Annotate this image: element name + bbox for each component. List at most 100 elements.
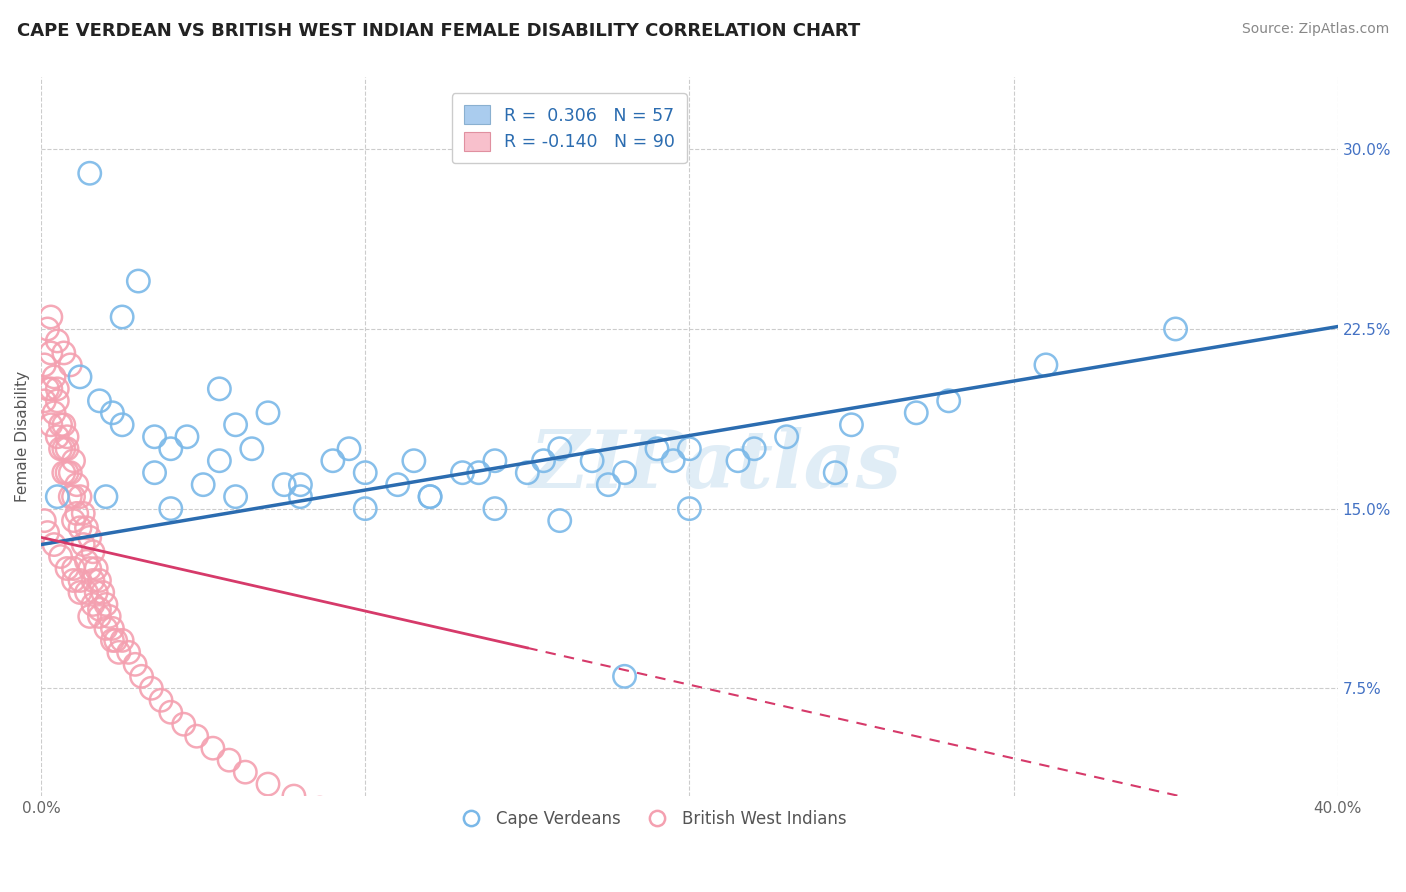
Point [598,477,620,491]
Point [555,847,578,861]
Point [37,382,59,396]
Point [62,574,84,588]
Point [290,490,312,504]
Point [111,633,134,648]
Point [79,530,101,544]
Point [678,501,700,516]
Y-axis label: Female Disability: Female Disability [15,371,30,502]
Point [101,633,124,648]
Point [143,466,166,480]
Point [257,406,280,420]
Point [69,574,91,588]
Point [84,561,107,575]
Point [101,406,124,420]
Point [124,657,146,672]
Point [52,442,75,456]
Point [742,442,765,456]
Point [354,501,377,516]
Point [111,310,134,324]
Point [82,545,104,559]
Point [337,813,360,827]
Point [69,521,91,535]
Point [322,454,344,468]
Point [62,561,84,575]
Point [1035,358,1057,372]
Point [39,310,62,324]
Point [938,393,960,408]
Point [176,430,198,444]
Point [548,514,571,528]
Point [533,454,555,468]
Point [370,825,392,839]
Point [101,621,124,635]
Point [59,490,82,504]
Point [208,454,231,468]
Point [775,430,797,444]
Point [94,598,117,612]
Point [218,753,240,767]
Point [841,417,863,432]
Point [76,554,98,568]
Point [56,561,79,575]
Point [62,514,84,528]
Point [905,406,928,420]
Point [613,669,636,683]
Point [69,370,91,384]
Point [290,477,312,491]
Point [94,490,117,504]
Point [434,837,457,851]
Point [273,477,295,491]
Point [34,393,56,408]
Point [89,393,111,408]
Point [66,477,89,491]
Point [141,681,163,696]
Point [727,454,749,468]
Point [76,585,98,599]
Point [52,417,75,432]
Point [104,633,127,648]
Point [208,382,231,396]
Point [62,454,84,468]
Point [69,490,91,504]
Point [1164,322,1187,336]
Point [46,430,69,444]
Point [46,382,69,396]
Point [509,844,531,858]
Point [46,490,69,504]
Point [89,574,111,588]
Point [467,842,489,856]
Point [581,454,603,468]
Legend: Cape Verdeans, British West Indians: Cape Verdeans, British West Indians [447,803,853,835]
Point [79,561,101,575]
Point [127,274,149,288]
Point [111,417,134,432]
Point [98,609,121,624]
Point [82,598,104,612]
Point [131,669,153,683]
Point [824,466,846,480]
Point [59,358,82,372]
Point [484,454,506,468]
Point [37,322,59,336]
Point [402,454,425,468]
Point [613,466,636,480]
Point [42,537,65,551]
Point [49,417,72,432]
Point [72,537,94,551]
Point [257,777,280,791]
Point [72,507,94,521]
Point [79,609,101,624]
Point [150,693,173,707]
Point [49,442,72,456]
Text: CAPE VERDEAN VS BRITISH WEST INDIAN FEMALE DISABILITY CORRELATION CHART: CAPE VERDEAN VS BRITISH WEST INDIAN FEMA… [17,22,860,40]
Point [225,417,247,432]
Point [66,507,89,521]
Point [84,585,107,599]
Point [42,406,65,420]
Text: ZIPatlas: ZIPatlas [529,426,901,504]
Point [49,549,72,564]
Point [193,477,215,491]
Point [56,442,79,456]
Point [387,477,409,491]
Point [89,602,111,616]
